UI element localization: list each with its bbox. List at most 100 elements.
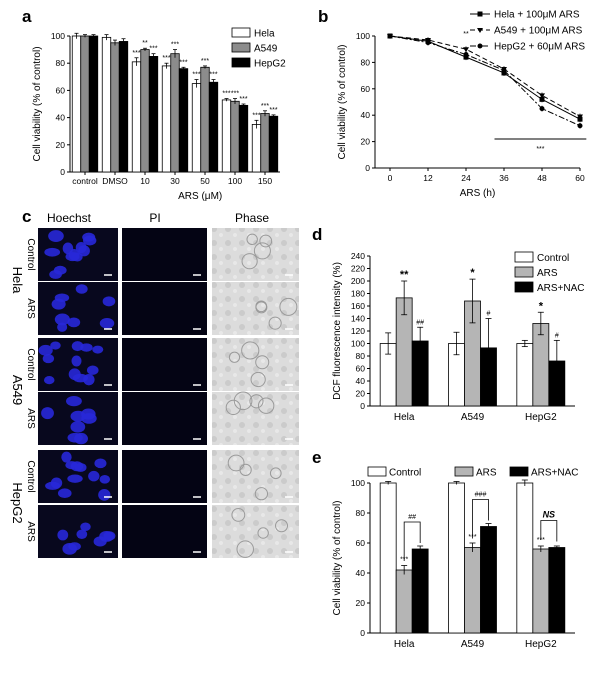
chart-b-legend-label: Hela + 100μM ARS — [494, 10, 580, 21]
chart-d-x-tick-label: Hela — [394, 412, 415, 423]
chart-e-y-tick-label: 100 — [351, 478, 365, 488]
chart-a-x-tick-label: DMSO — [102, 176, 128, 186]
phase-cell-outline — [257, 527, 269, 539]
chart-a-x-tick-label: 100 — [228, 176, 242, 186]
chart-d-y-tick-label: 20 — [356, 389, 366, 399]
nucleus-blob — [70, 420, 86, 433]
chart-a-bar — [191, 83, 202, 173]
chart-a-y-tick-label: 40 — [56, 113, 66, 123]
chart-d-legend-swatch — [514, 266, 534, 278]
chart-a-legend-label: Hela — [254, 29, 275, 40]
chart-a-x-tick-label: 150 — [258, 176, 272, 186]
chart-a-legend-label: HepG2 — [254, 59, 286, 70]
chart-d-y-tick-label: 80 — [356, 351, 366, 361]
chart-b-legend-label: A549 + 100μM ARS — [494, 26, 583, 37]
chart-b-x-tick-label: 36 — [499, 173, 509, 183]
chart-d-significance: * — [470, 267, 475, 279]
micrograph-group-label: HepG2 — [10, 482, 25, 523]
nucleus-blob — [74, 432, 88, 445]
nucleus-blob — [38, 344, 53, 356]
chart-d-x-tick-label: A549 — [461, 412, 485, 423]
chart-a-significance: *** — [261, 103, 269, 110]
chart-d-y-tick-label: 40 — [356, 376, 366, 386]
nucleus-blob — [98, 488, 111, 501]
phase-image — [212, 505, 299, 558]
nucleus-blob — [57, 322, 68, 332]
phase-cell-outline — [233, 391, 253, 411]
chart-a-y-tick-label: 60 — [56, 85, 66, 95]
nucleus-blob — [50, 341, 61, 350]
chart-d-y-tick-label: 60 — [356, 364, 366, 374]
chart-e-y-tick-label: 40 — [356, 568, 366, 578]
nucleus-blob — [76, 529, 88, 540]
chart-a-bar — [148, 56, 159, 173]
chart-a-legend-swatch — [231, 42, 251, 53]
micrograph-panel: Hoechst PI Phase Control ARS Control ARS Contro… — [10, 211, 299, 558]
chart-e-bar — [464, 547, 481, 634]
chart-a-bar — [260, 113, 270, 173]
chart-b-y-tick-label: 80 — [361, 57, 371, 67]
chart-a-bar — [140, 49, 150, 173]
chart-a-bar — [221, 99, 232, 173]
chart-e-legend-swatch — [454, 466, 474, 477]
micrograph-row-label: Control — [25, 460, 36, 492]
chart-d-y-tick-label: 140 — [351, 314, 365, 324]
chart-e-x-tick-label: A549 — [461, 639, 485, 650]
chart-a-bar — [200, 66, 210, 173]
chart-a-legend-label: A549 — [254, 44, 278, 55]
chart-b-series-line — [389, 35, 581, 120]
chart-d-y-tick-label: 160 — [351, 301, 365, 311]
nucleus-blob — [53, 265, 67, 275]
pi-image — [122, 282, 207, 335]
phase-cell-outline — [231, 507, 246, 522]
nucleus-blob — [71, 355, 82, 367]
chart-d-legend-label: ARS — [537, 268, 558, 279]
chart-d-y-tick-label: 100 — [351, 339, 365, 349]
panel-label-d: d — [312, 225, 322, 244]
chart-a-significance: *** — [171, 42, 179, 49]
chart-d-y-tick-label: 200 — [351, 276, 365, 286]
chart-a-x-tick-label: 50 — [200, 176, 210, 186]
chart-e-legend-label: ARS — [476, 468, 497, 479]
chart-a-bar — [88, 35, 99, 173]
chart-e-comparison-label: ### — [475, 492, 487, 499]
nucleus-blob — [41, 407, 54, 420]
chart-b: 0 20 40 60 80 100 Cell viability (% of control… — [337, 10, 587, 199]
nucleus-blob — [67, 474, 83, 483]
chart-e-legend-swatch — [367, 466, 387, 477]
chart-e-bar — [395, 569, 413, 634]
chart-a-significance: *** — [252, 112, 260, 119]
chart-d-significance: # — [555, 332, 559, 339]
chart-a-x-label: ARS (μM) — [178, 191, 222, 202]
micrograph-column-header: Phase — [235, 211, 269, 225]
nucleus-blob — [68, 542, 81, 551]
chart-e-comparison-bracket — [472, 499, 489, 539]
chart-e-bar — [411, 548, 429, 634]
chart-e-bar — [448, 482, 465, 634]
nucleus-blob — [93, 536, 107, 547]
chart-b-y-tick-label: 0 — [365, 163, 370, 173]
panel-label-e: e — [312, 448, 321, 467]
phase-cell-outline — [241, 253, 258, 270]
chart-d-bar — [532, 323, 550, 407]
chart-a-bar — [131, 61, 142, 173]
chart-a-y-tick-label: 20 — [56, 140, 66, 150]
chart-b-legend-marker — [477, 28, 483, 33]
chart-a-bar — [251, 124, 262, 173]
phase-cell-outline — [254, 487, 269, 501]
chart-d-y-tick-label: 220 — [351, 264, 365, 274]
chart-a-significance: *** — [269, 107, 277, 114]
pi-image — [122, 392, 207, 445]
chart-b-x-tick-label: 12 — [423, 173, 433, 183]
chart-a-bar — [101, 36, 112, 173]
chart-a-bar — [71, 35, 82, 173]
nucleus-blob — [45, 481, 61, 490]
phase-cell-outline — [228, 351, 241, 363]
nucleus-blob — [57, 529, 69, 541]
chart-d-legend-swatch — [514, 251, 534, 263]
chart-a-significance: *** — [239, 96, 247, 103]
pi-image — [122, 338, 207, 391]
chart-e-legend-label: Control — [389, 468, 421, 479]
chart-d-y-tick-label: 240 — [351, 251, 365, 261]
